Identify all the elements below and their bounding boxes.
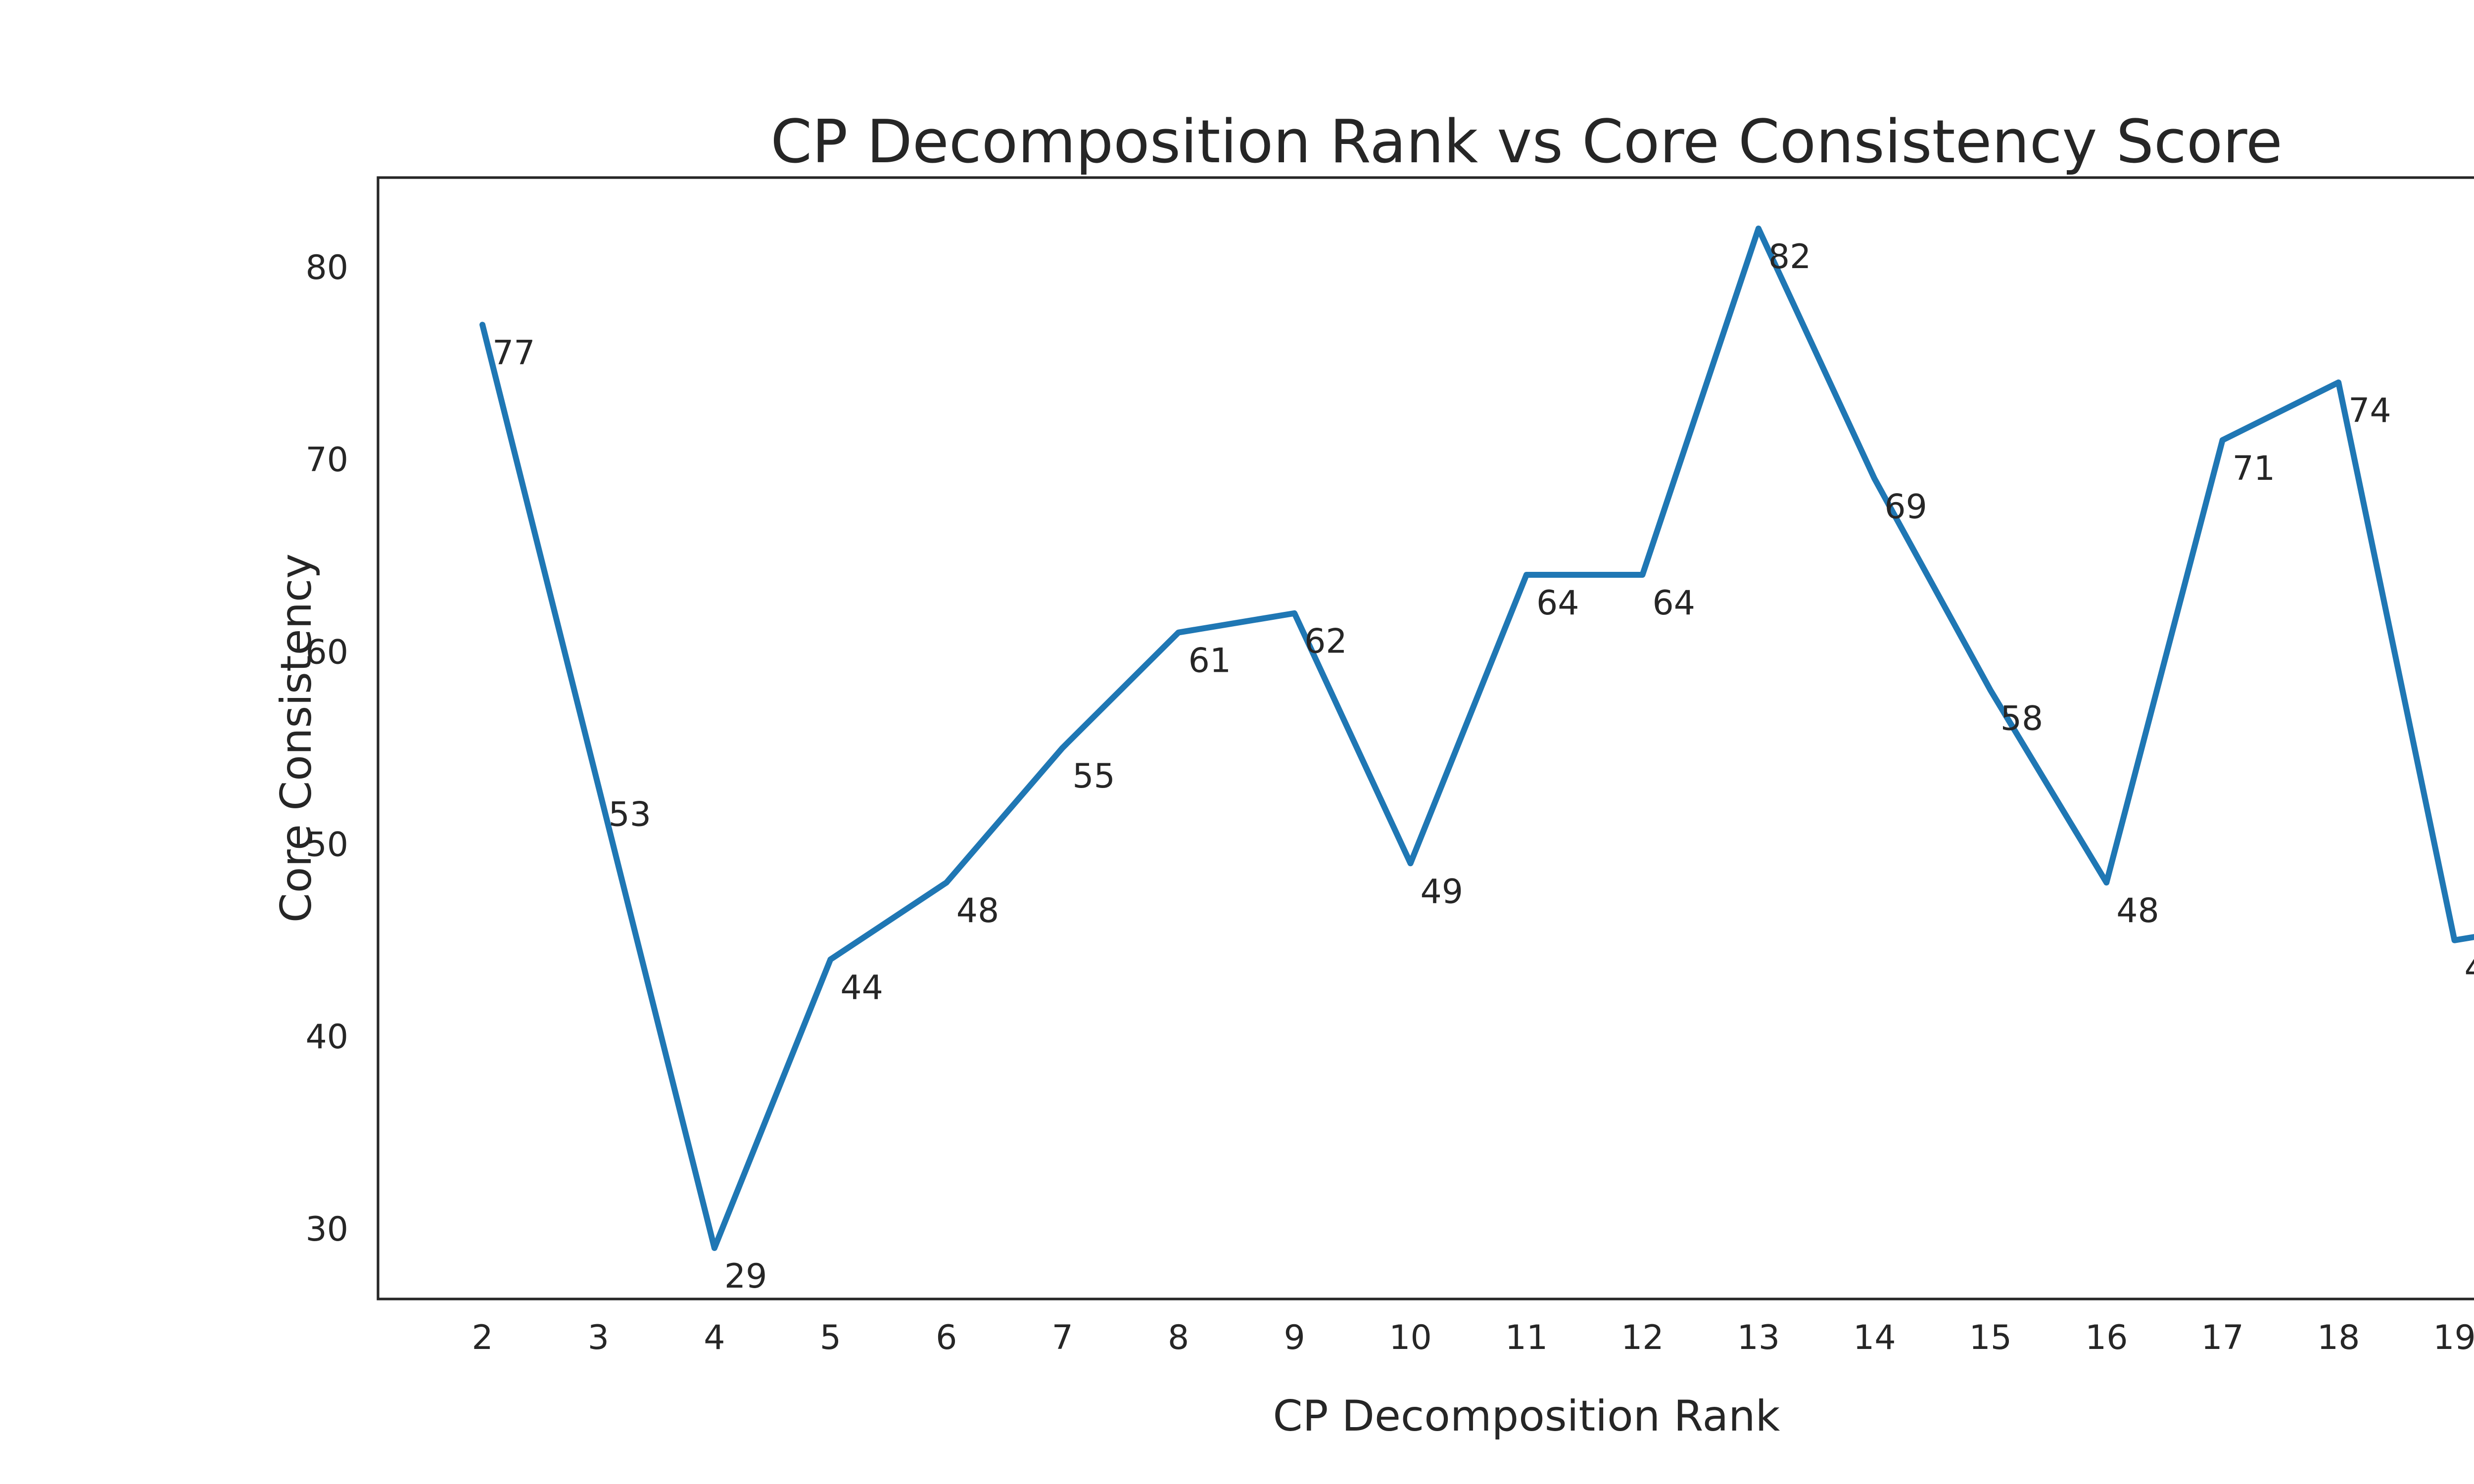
x-tick-label: 18 <box>2317 1318 2360 1357</box>
point-label: 69 <box>1884 488 1927 527</box>
point-label: 53 <box>608 795 651 835</box>
point-label: 77 <box>492 333 535 372</box>
y-tick-label: 50 <box>305 825 348 864</box>
x-tick-label: 6 <box>936 1318 957 1357</box>
y-axis-label: Core Consistency <box>272 554 321 923</box>
y-tick-label: 30 <box>305 1210 348 1249</box>
x-tick-label: 17 <box>2201 1318 2244 1357</box>
point-label: 49 <box>1421 872 1464 911</box>
point-label: 45 <box>2465 949 2474 988</box>
point-label: 62 <box>1304 622 1347 661</box>
point-label: 64 <box>1536 584 1579 623</box>
point-label: 55 <box>1072 757 1115 796</box>
y-tick-label: 80 <box>305 248 348 287</box>
y-tick-label: 70 <box>305 441 348 480</box>
point-label: 61 <box>1189 642 1232 681</box>
point-label: 48 <box>2116 891 2159 930</box>
x-tick-label: 2 <box>472 1318 493 1357</box>
x-tick-label: 9 <box>1284 1318 1305 1357</box>
y-axis-tick-labels: 30 40 50 60 70 80 <box>305 248 348 1249</box>
series-line <box>479 226 2474 1251</box>
y-tick-label: 40 <box>305 1018 348 1057</box>
plot-area <box>377 176 2474 1300</box>
x-tick-label: 16 <box>2085 1318 2128 1357</box>
chart-title: CP Decomposition Rank vs Core Consistenc… <box>770 108 2283 177</box>
point-label: 71 <box>2233 449 2276 488</box>
x-axis-tick-labels: 234567891011121314151617181920 <box>472 1318 2474 1357</box>
point-label: 64 <box>1652 584 1695 623</box>
x-tick-label: 5 <box>820 1318 841 1357</box>
y-tick-label: 60 <box>305 633 348 672</box>
x-tick-label: 3 <box>588 1318 609 1357</box>
x-tick-label: 7 <box>1052 1318 1073 1357</box>
point-label: 44 <box>840 969 883 1008</box>
point-label: 82 <box>1768 237 1811 277</box>
x-tick-label: 19 <box>2433 1318 2474 1357</box>
point-label: 48 <box>956 891 999 930</box>
x-tick-label: 13 <box>1737 1318 1780 1357</box>
x-tick-label: 8 <box>1168 1318 1189 1357</box>
point-label: 74 <box>2348 391 2391 430</box>
data-point-labels: 77532944485561624964648269584871744546 <box>492 237 2474 1296</box>
point-label: 29 <box>724 1257 767 1296</box>
x-tick-label: 11 <box>1505 1318 1548 1357</box>
point-label: 58 <box>2000 699 2044 738</box>
x-axis-label: CP Decomposition Rank <box>1273 1391 1780 1441</box>
x-tick-label: 12 <box>1621 1318 1664 1357</box>
x-tick-label: 15 <box>1969 1318 2012 1357</box>
x-tick-label: 14 <box>1853 1318 1896 1357</box>
x-tick-label: 4 <box>704 1318 725 1357</box>
x-tick-label: 10 <box>1389 1318 1432 1357</box>
